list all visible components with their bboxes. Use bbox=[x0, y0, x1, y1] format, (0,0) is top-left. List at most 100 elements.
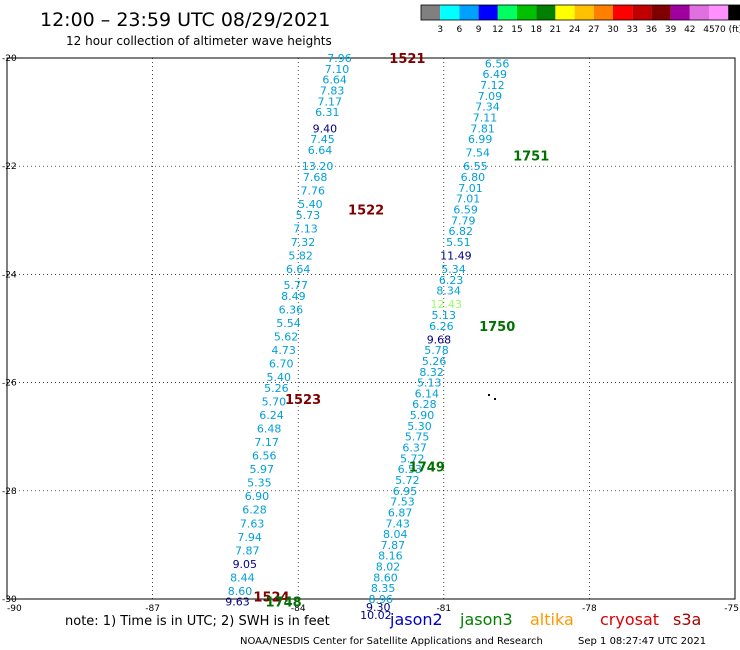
satellite-legend-s3a: s3a bbox=[673, 610, 701, 629]
latitude-ticks: -20 -22 -24 -26 -28 -30 bbox=[2, 54, 17, 605]
chart-subtitle: 12 hour collection of altimeter wave hei… bbox=[66, 34, 332, 48]
wave-height-value: 5.97 bbox=[250, 463, 275, 476]
pass-time-label: 1751 bbox=[513, 149, 549, 164]
wave-height-value: 6.64 bbox=[322, 74, 347, 87]
satellite-legend-jason3: jason3 bbox=[459, 610, 513, 629]
wave-height-value: 9.40 bbox=[313, 122, 338, 135]
wave-height-value: 7.09 bbox=[478, 90, 503, 103]
colorbar-tick-label: 42 bbox=[684, 25, 695, 35]
y-tick-label: -24 bbox=[2, 270, 17, 280]
footer-note: note: 1) Time is in UTC; 2) SWH is in fe… bbox=[65, 614, 330, 629]
x-tick-label: -78 bbox=[582, 604, 597, 614]
wave-height-value: 6.24 bbox=[259, 409, 284, 422]
wave-height-value: 8.60 bbox=[373, 571, 398, 584]
wave-height-value: 7.34 bbox=[475, 101, 500, 114]
y-tick-label: -30 bbox=[2, 595, 17, 605]
wave-height-value: 5.75 bbox=[405, 431, 430, 444]
colorbar-swatch bbox=[709, 5, 729, 20]
x-tick-label: -75 bbox=[724, 604, 739, 614]
footer-timestamp: Sep 1 08:27:47 UTC 2021 bbox=[578, 636, 706, 647]
colorbar-tick-label: 33 bbox=[626, 25, 637, 35]
pass-time-label: 1523 bbox=[285, 393, 321, 408]
wave-height-value: 8.32 bbox=[419, 366, 444, 379]
wave-height-value: 6.59 bbox=[453, 203, 478, 216]
colorbar-tick-label: 15 bbox=[511, 25, 522, 35]
colorbar-swatch bbox=[497, 5, 517, 20]
colorbar-border bbox=[420, 4, 740, 21]
wave-height-value: 8.16 bbox=[378, 550, 403, 563]
wave-height-value: 5.72 bbox=[395, 474, 420, 487]
y-tick-label: -20 bbox=[2, 54, 17, 64]
wave-height-value: 11.49 bbox=[440, 249, 472, 262]
colorbar-tick-label: 18 bbox=[530, 25, 542, 35]
wave-height-value: 7.01 bbox=[456, 193, 481, 206]
colorbar-tick-label: 36 bbox=[646, 25, 658, 35]
x-tick-label: -90 bbox=[7, 604, 22, 614]
wave-height-value: 5.26 bbox=[264, 382, 289, 395]
colorbar-swatch bbox=[421, 5, 441, 20]
colorbar-swatch bbox=[440, 5, 460, 20]
x-tick-label: -87 bbox=[145, 604, 160, 614]
colorbar-swatch bbox=[478, 5, 498, 20]
wave-height-value: 6.53 bbox=[398, 463, 423, 476]
wave-height-value: 6.37 bbox=[402, 442, 427, 455]
wave-height-value: 6.56 bbox=[485, 57, 510, 70]
wave-height-value: 6.36 bbox=[279, 304, 304, 317]
wave-height-value: 7.17 bbox=[317, 95, 342, 108]
wave-height-value: 7.45 bbox=[310, 133, 335, 146]
wave-height-value: 6.64 bbox=[286, 263, 311, 276]
colorbar-tick-label: 24 bbox=[569, 25, 581, 35]
wave-height-value: 5.62 bbox=[274, 331, 299, 344]
map-speck bbox=[488, 394, 490, 396]
wave-height-value: 6.87 bbox=[388, 506, 413, 519]
wave-height-value: 7.11 bbox=[473, 112, 498, 125]
wave-height-value: 9.63 bbox=[225, 596, 250, 609]
colorbar-swatch bbox=[593, 5, 613, 20]
colorbar-tick-label: 45 bbox=[703, 25, 714, 35]
wave-height-value: 6.31 bbox=[315, 106, 340, 119]
wave-height-value: 7.87 bbox=[235, 544, 260, 557]
footer-credit: NOAA/NESDIS Center for Satellite Applica… bbox=[240, 636, 543, 647]
colorbar-swatch bbox=[651, 5, 671, 20]
colorbar-swatch bbox=[555, 5, 575, 20]
wave-height-value: 5.78 bbox=[424, 344, 449, 357]
wave-height-value: 5.26 bbox=[422, 355, 447, 368]
satellite-legend-altika: altika bbox=[530, 610, 574, 629]
wave-height-value: 7.87 bbox=[381, 539, 406, 552]
colorbar-tick-label: 12 bbox=[492, 25, 503, 35]
wave-height-value: 5.34 bbox=[441, 263, 466, 276]
wave-height-value: 7.94 bbox=[237, 531, 262, 544]
colorbar-swatch bbox=[459, 5, 479, 20]
wave-height-value: 7.01 bbox=[458, 182, 483, 195]
colorbar-swatch bbox=[613, 5, 633, 20]
colorbar-tick-label: 3 bbox=[437, 25, 443, 35]
wave-height-value: 6.80 bbox=[461, 171, 486, 184]
y-tick-label: -22 bbox=[2, 162, 17, 172]
wave-height-value: 7.43 bbox=[385, 517, 410, 530]
wave-height-value: 7.79 bbox=[451, 214, 476, 227]
pass-time-label: 1749 bbox=[409, 460, 445, 475]
wave-height-value: 5.30 bbox=[407, 420, 432, 433]
colorbar-tick-label: 9 bbox=[476, 25, 482, 35]
satellite-legend-jason2: jason2 bbox=[389, 610, 443, 629]
y-tick-label: -26 bbox=[2, 379, 17, 389]
colorbar-tick-label: 6 bbox=[457, 25, 463, 35]
wave-height-value: 6.28 bbox=[242, 504, 267, 517]
chart-title: 12:00 – 23:59 UTC 08/29/2021 bbox=[40, 9, 330, 31]
wave-height-value: 12.43 bbox=[430, 298, 462, 311]
wave-height-value: 8.34 bbox=[436, 285, 461, 298]
wave-height-value: 8.35 bbox=[371, 582, 396, 595]
colorbar-swatch bbox=[632, 5, 652, 20]
wave-height-value: 5.35 bbox=[247, 477, 272, 490]
wave-height-value: 5.13 bbox=[417, 377, 442, 390]
colorbar-tick-label: 27 bbox=[588, 25, 599, 35]
colorbar-swatch bbox=[689, 5, 709, 20]
colorbar-tick-label: 70 (ft) bbox=[714, 25, 740, 35]
wave-height-value: 5.70 bbox=[262, 396, 287, 409]
wave-height-value: 6.49 bbox=[483, 68, 508, 81]
wave-height-value: 7.12 bbox=[480, 79, 505, 92]
wave-height-colorbar: 3 6 9 12 15 18 21 24 27 30 33 36 39 42 45 70 (ft) bbox=[420, 4, 740, 35]
wave-height-value: 7.10 bbox=[325, 63, 350, 76]
wave-height-value: 7.13 bbox=[293, 222, 318, 235]
